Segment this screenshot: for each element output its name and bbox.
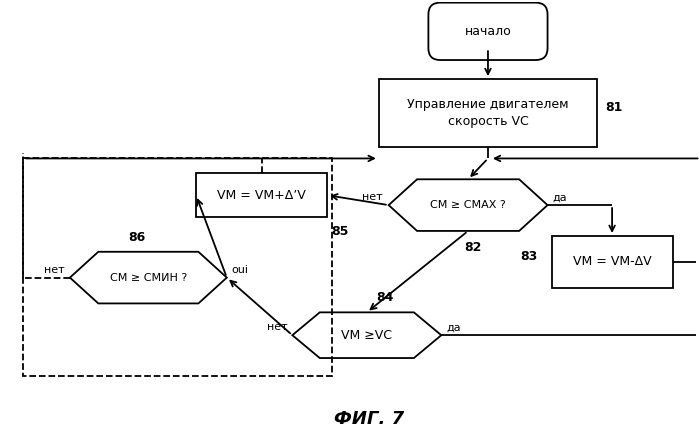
Text: 81: 81 <box>605 101 623 114</box>
Text: нет: нет <box>267 322 287 332</box>
Text: VМ = VМ-ΔV: VМ = VМ-ΔV <box>572 255 651 268</box>
Text: 85: 85 <box>331 225 348 238</box>
Text: да: да <box>552 192 567 202</box>
Polygon shape <box>292 312 441 358</box>
Bar <box>23 158 332 376</box>
Text: 82: 82 <box>464 241 482 254</box>
FancyBboxPatch shape <box>428 3 547 60</box>
Text: СМ ≥ СМАХ ?: СМ ≥ СМАХ ? <box>430 200 506 210</box>
Bar <box>552 236 672 288</box>
Text: начало: начало <box>465 25 512 38</box>
Text: Управление двигателем
скорость VС: Управление двигателем скорость VС <box>407 98 569 128</box>
Bar <box>196 173 327 217</box>
Text: 84: 84 <box>377 291 394 305</box>
Text: ФИГ. 7: ФИГ. 7 <box>333 410 404 427</box>
Text: VМ = VМ+Δ’V: VМ = VМ+Δ’V <box>217 189 306 202</box>
Polygon shape <box>70 252 226 303</box>
Text: нет: нет <box>44 265 65 274</box>
Text: oui: oui <box>232 265 249 274</box>
Bar <box>379 79 597 147</box>
Text: нет: нет <box>362 192 383 202</box>
Text: VМ ≥VС: VМ ≥VС <box>341 329 392 342</box>
Text: 86: 86 <box>128 231 145 244</box>
Text: 83: 83 <box>520 250 538 263</box>
Text: СМ ≥ СМИН ?: СМ ≥ СМИН ? <box>110 273 187 282</box>
Text: да: да <box>446 322 461 332</box>
Polygon shape <box>389 179 547 231</box>
